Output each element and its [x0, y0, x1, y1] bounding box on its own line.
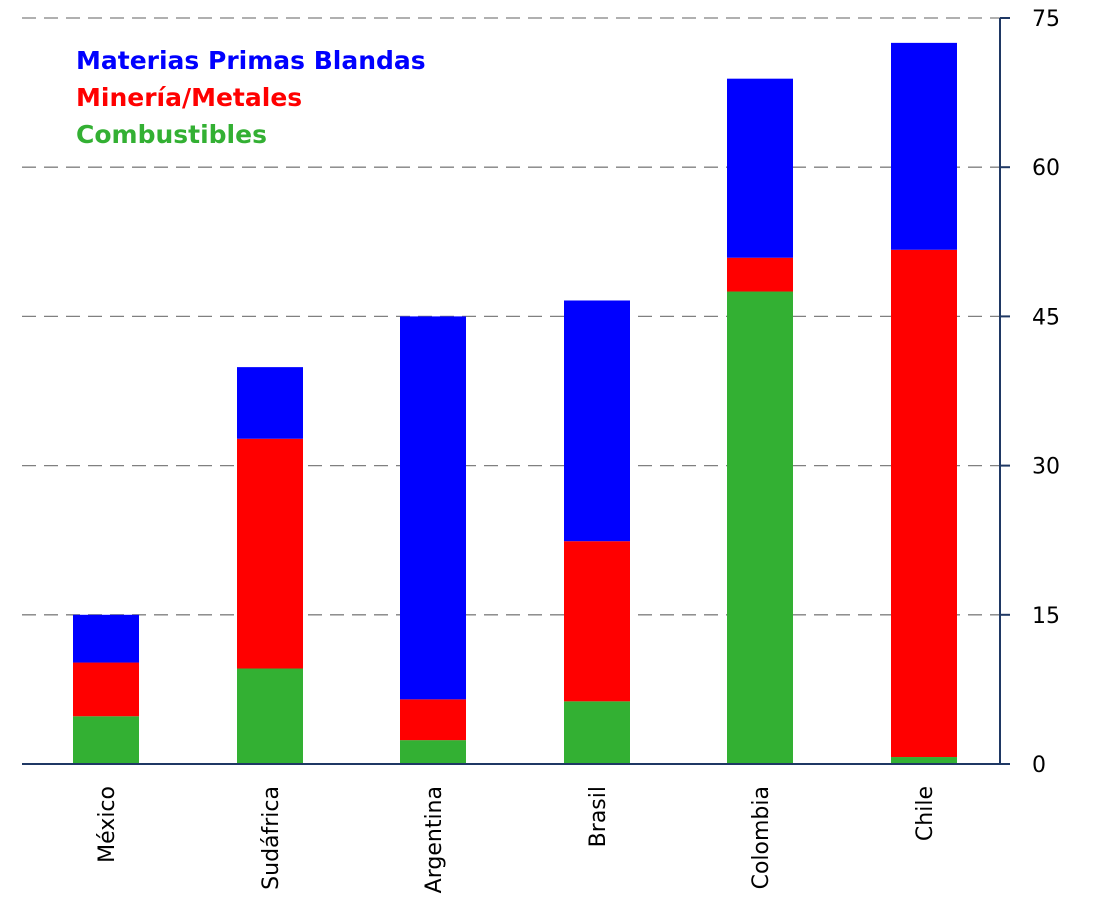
x-tick-label-argentina: Argentina [422, 786, 447, 893]
bar-group-sudafrica [237, 367, 303, 764]
bar-brasil-mineria-metales [564, 541, 630, 702]
axes [22, 17, 1010, 765]
bar-sudafrica-combustibles [237, 668, 303, 764]
bar-argentina-materias-primas-blandas [400, 316, 466, 700]
bar-chile-combustibles [891, 757, 957, 764]
legend-item-materias-primas-blandas: Materias Primas Blandas [76, 46, 426, 75]
y-tick-labels: 0 15 30 45 60 75 [1032, 7, 1060, 778]
y-tick-label-75: 75 [1032, 7, 1060, 32]
x-tick-label-mexico: México [95, 786, 120, 863]
gridlines [22, 17, 1010, 616]
bar-mexico-materias-primas-blandas [73, 614, 139, 663]
bars [73, 42, 957, 764]
bar-mexico-combustibles [73, 716, 139, 764]
bar-argentina-combustibles [400, 740, 466, 764]
bar-colombia-mineria-metales [727, 257, 793, 292]
bar-sudafrica-mineria-metales [237, 438, 303, 669]
bar-argentina-mineria-metales [400, 699, 466, 741]
x-tick-label-brasil: Brasil [586, 786, 611, 847]
y-tick-label-15: 15 [1032, 604, 1060, 629]
bar-group-chile [891, 42, 957, 764]
bar-colombia-combustibles [727, 291, 793, 764]
x-tick-label-colombia: Colombia [749, 786, 774, 889]
bar-group-mexico [73, 614, 139, 764]
bar-chile-materias-primas-blandas [891, 42, 957, 250]
legend-item-combustibles: Combustibles [76, 120, 267, 149]
bar-chile-mineria-metales [891, 249, 957, 758]
x-tick-label-chile: Chile [913, 786, 938, 841]
bar-group-colombia [727, 78, 793, 764]
y-tick-label-0: 0 [1032, 753, 1046, 778]
x-tick-label-sudafrica: Sudáfrica [259, 786, 284, 890]
x-tick-labels: México Sudáfrica Argentina Brasil Colombia Ch… [95, 786, 938, 893]
bar-brasil-materias-primas-blandas [564, 300, 630, 542]
y-tick-label-30: 30 [1032, 455, 1060, 480]
bar-group-argentina [400, 316, 466, 764]
bar-sudafrica-materias-primas-blandas [237, 367, 303, 439]
bar-group-brasil [564, 300, 630, 764]
bar-brasil-combustibles [564, 701, 630, 764]
y-tick-label-45: 45 [1032, 305, 1060, 330]
y-tick-label-60: 60 [1032, 156, 1060, 181]
legend-item-mineria-metales: Minería/Metales [76, 83, 302, 112]
legend: Materias Primas Blandas Minería/Metales Co… [76, 46, 426, 149]
bar-colombia-materias-primas-blandas [727, 78, 793, 258]
bar-mexico-mineria-metales [73, 662, 139, 717]
